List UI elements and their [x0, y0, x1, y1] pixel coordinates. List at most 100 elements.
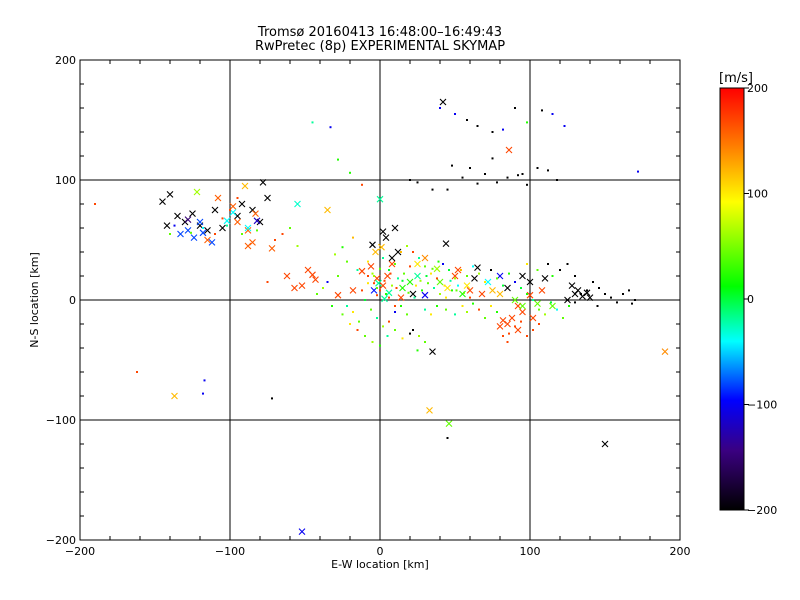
dot-point	[418, 335, 420, 337]
cross-point	[508, 314, 516, 322]
cross-point	[298, 528, 306, 535]
cross-point	[601, 440, 609, 448]
cross-point	[244, 224, 252, 232]
cross-point	[463, 282, 471, 289]
dot-point	[431, 188, 434, 191]
dot-point	[476, 182, 479, 185]
cross-point	[219, 224, 226, 232]
colorbar-label: [m/s]	[719, 71, 753, 86]
cross-point	[238, 200, 246, 208]
cross-point	[369, 241, 376, 249]
cross-point	[442, 240, 450, 247]
cross-point	[268, 245, 276, 252]
dot-point	[437, 260, 440, 263]
dot-point	[400, 251, 402, 253]
dot-point	[484, 281, 486, 283]
dot-point	[506, 176, 509, 179]
dot-point	[379, 289, 381, 292]
dot-point	[376, 294, 378, 297]
dot-point	[455, 289, 458, 292]
dot-point	[610, 296, 612, 299]
dot-point	[169, 233, 171, 235]
dot-point	[376, 287, 378, 289]
dot-point	[322, 287, 324, 289]
dot-point	[241, 233, 243, 235]
dot-point	[622, 293, 624, 295]
cross-point	[519, 302, 526, 310]
dot-point	[454, 277, 456, 280]
cross-point	[397, 294, 405, 301]
cross-point	[394, 248, 402, 256]
cross-point	[454, 266, 462, 274]
dot-point	[430, 272, 432, 275]
dot-point	[443, 284, 446, 287]
dot-point	[634, 299, 636, 301]
dot-point	[352, 311, 354, 313]
dot-point	[395, 287, 398, 289]
dot-point	[352, 236, 354, 239]
cross-point	[433, 265, 441, 273]
cross-point	[421, 254, 429, 262]
cross-point	[478, 290, 486, 298]
cross-point	[259, 179, 267, 186]
cross-point	[414, 272, 421, 280]
dot-point	[385, 293, 387, 295]
dot-point	[461, 305, 464, 307]
colorbar-tick-label: −100	[747, 399, 777, 412]
dot-point	[466, 311, 468, 313]
cross-point	[309, 271, 316, 279]
y-tick-label: −100	[46, 414, 76, 427]
dot-point	[271, 397, 273, 400]
dot-point	[502, 335, 504, 337]
dot-point	[592, 281, 594, 283]
dot-point	[598, 287, 600, 289]
cross-point	[549, 302, 556, 310]
dot-point	[436, 277, 438, 280]
cross-point	[171, 392, 178, 400]
dot-point	[526, 293, 528, 295]
dot-point	[446, 188, 449, 191]
dot-point	[173, 224, 176, 227]
x-tick-label: 0	[377, 545, 384, 558]
cross-point	[264, 194, 271, 202]
cross-point	[406, 278, 414, 286]
dot-point	[379, 267, 381, 270]
cross-point	[451, 272, 459, 280]
dot-point	[442, 263, 444, 265]
cross-point	[564, 296, 571, 304]
dot-point	[334, 253, 336, 256]
cross-point	[244, 242, 252, 250]
dot-point	[274, 239, 276, 241]
dot-point	[574, 301, 576, 304]
cross-point	[379, 282, 387, 289]
dot-point	[397, 277, 399, 280]
dot-point	[409, 179, 411, 181]
grid-lines	[80, 60, 680, 540]
cross-point	[372, 248, 379, 256]
dot-point	[568, 305, 570, 307]
dot-point	[364, 335, 366, 337]
dot-point	[386, 335, 389, 337]
cross-point	[193, 188, 201, 196]
dot-point	[388, 296, 390, 299]
dot-point	[502, 128, 504, 131]
dot-point	[451, 164, 453, 167]
cross-point	[166, 191, 174, 198]
dot-point	[520, 287, 522, 289]
dot-point	[520, 320, 522, 323]
cross-point	[159, 198, 166, 205]
dot-point	[361, 183, 363, 186]
dot-point	[409, 332, 411, 335]
dot-point	[421, 289, 423, 292]
dot-point	[526, 335, 528, 337]
dot-point	[361, 289, 363, 292]
dot-point	[424, 265, 426, 268]
dot-point	[349, 323, 351, 325]
dot-point	[337, 275, 339, 277]
dot-point	[367, 275, 369, 277]
dot-point	[508, 332, 510, 335]
dot-point	[388, 320, 390, 323]
data-points	[94, 98, 669, 535]
dot-point	[536, 269, 539, 271]
cross-point	[505, 146, 513, 154]
